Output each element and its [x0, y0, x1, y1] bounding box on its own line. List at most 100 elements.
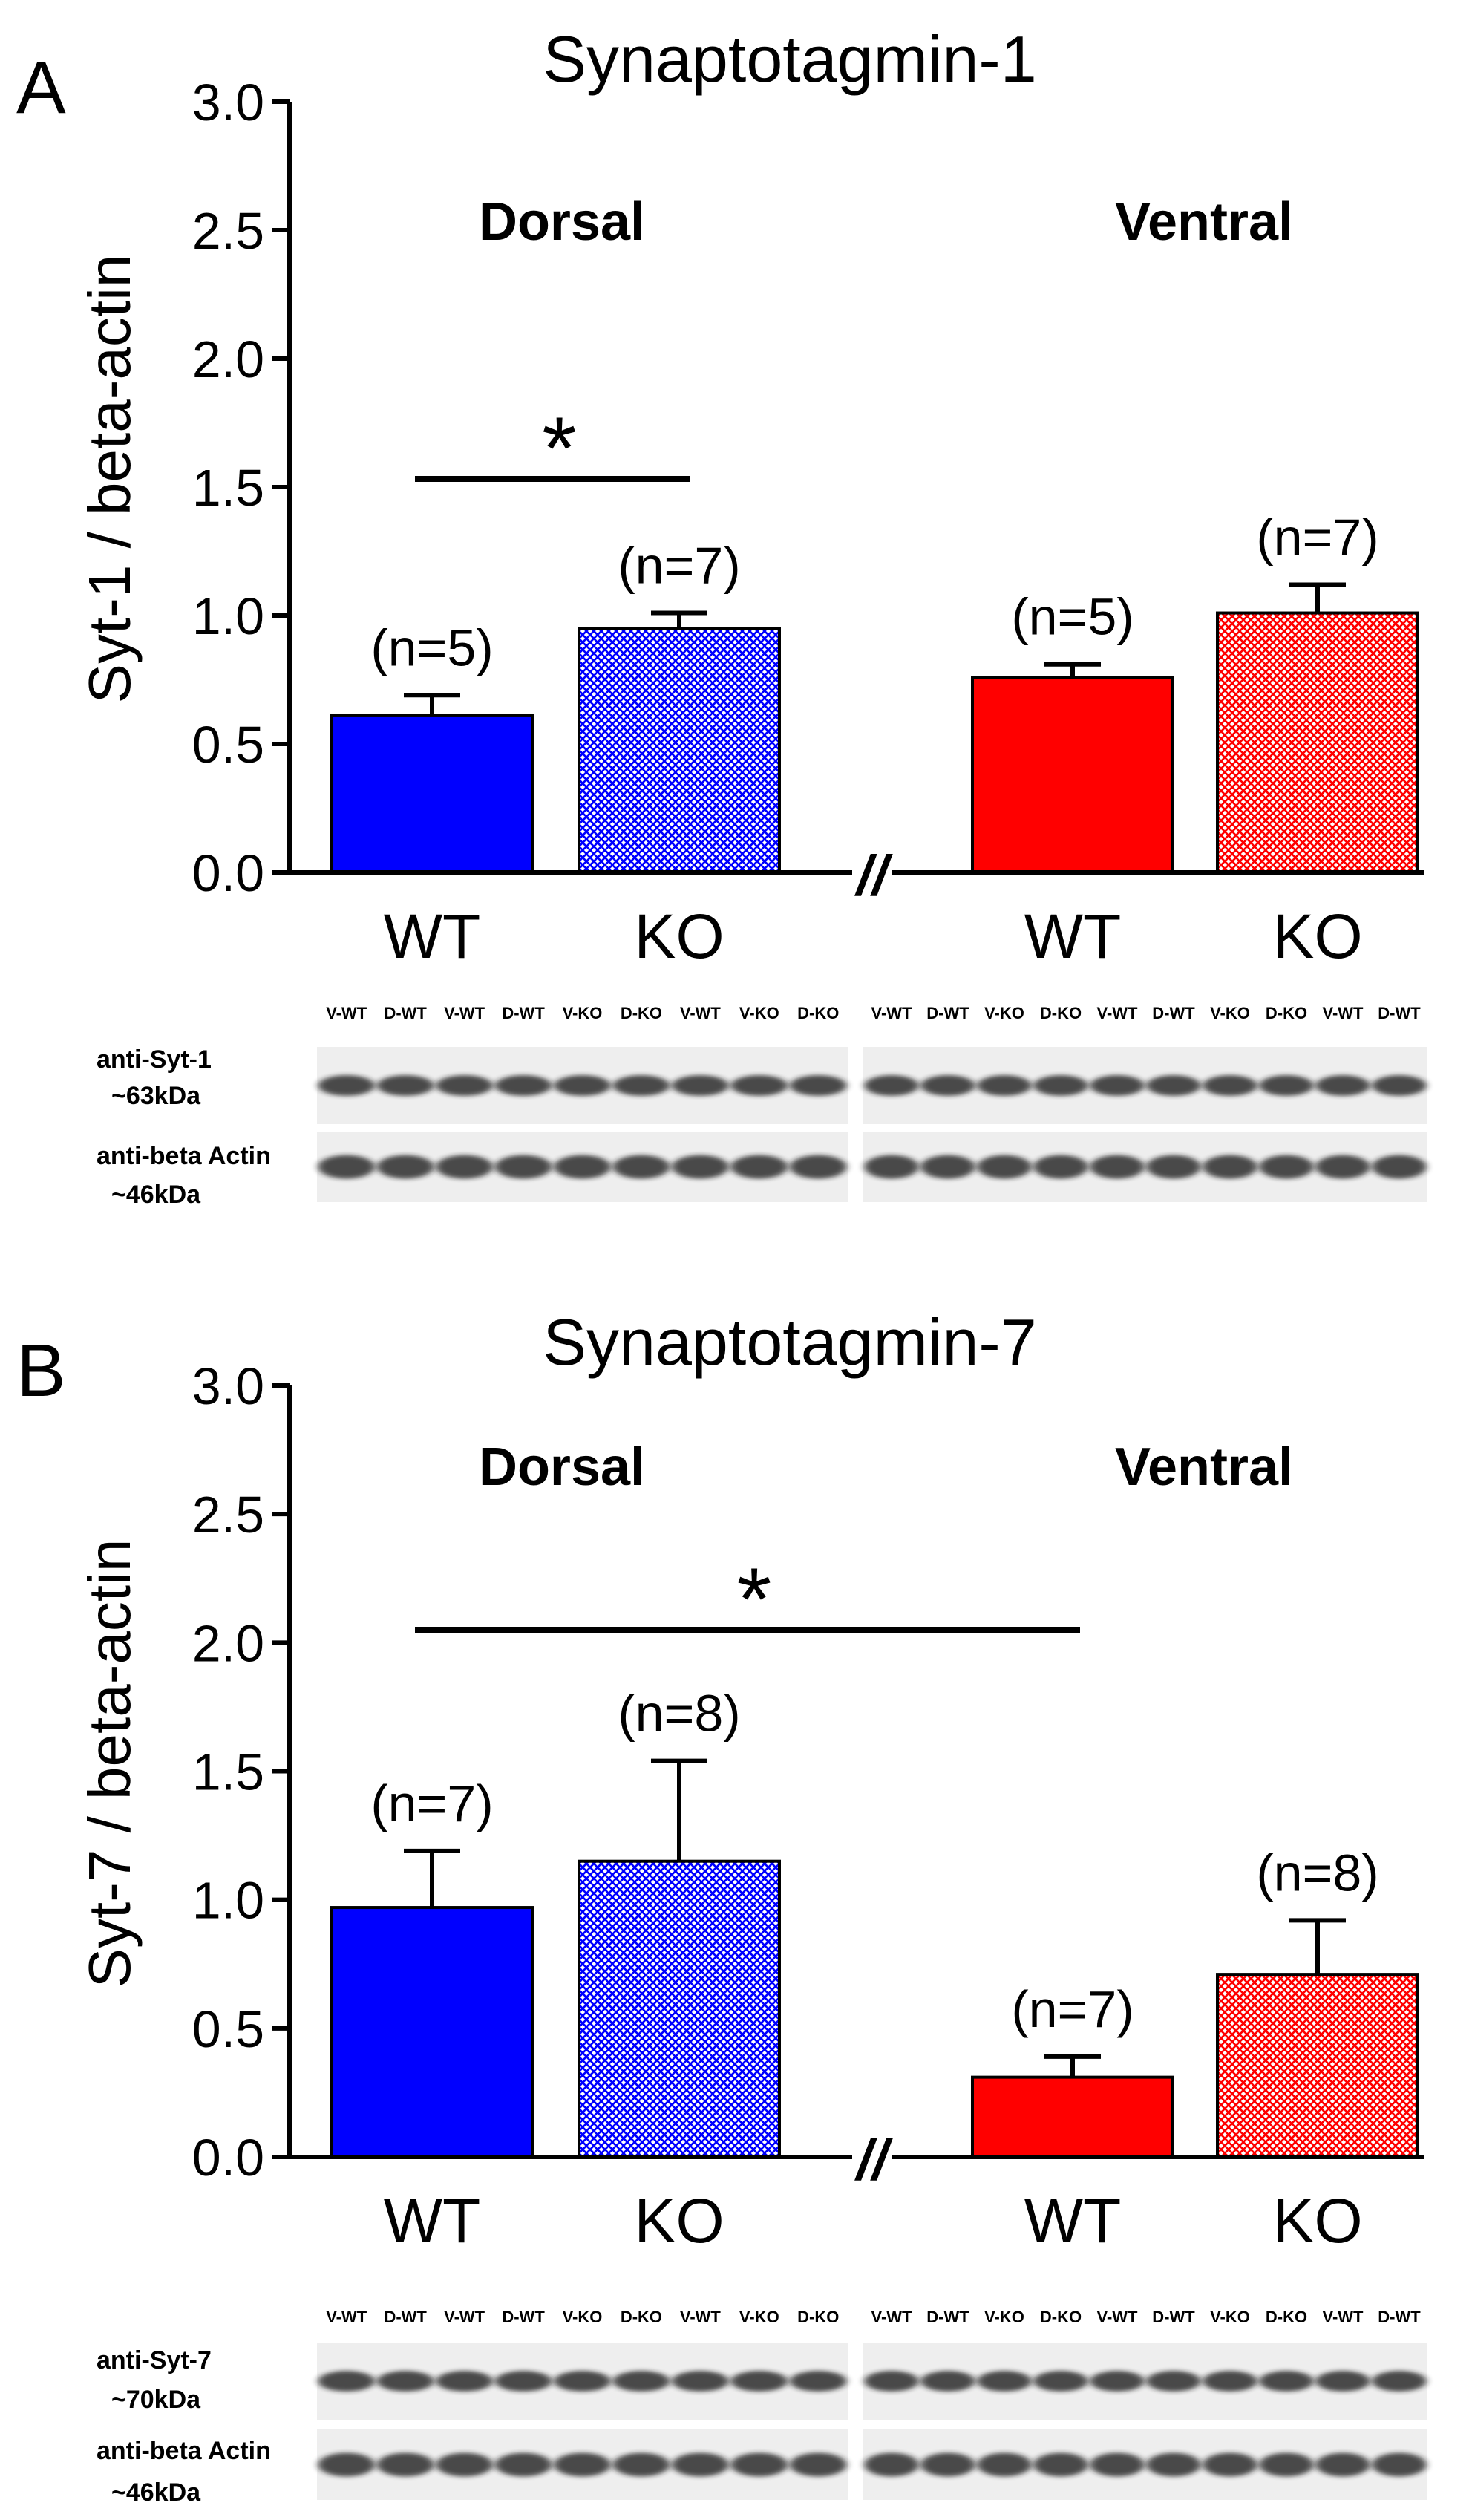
blot-band	[920, 2452, 975, 2477]
blot-band	[436, 1075, 493, 1096]
bar-ventral-wt	[971, 676, 1174, 874]
x-category-label: KO	[1272, 901, 1362, 971]
blot-band	[1315, 2452, 1370, 2477]
group-label-ventral: Ventral	[1115, 192, 1293, 252]
blot-band	[730, 2452, 788, 2477]
blot-band	[730, 1075, 788, 1096]
lane-label: D-KO	[1266, 2308, 1307, 2326]
n-label: (n=8)	[618, 1685, 740, 1743]
y-tick-label: 2.5	[192, 202, 264, 260]
lane-label: V-KO	[739, 1004, 779, 1022]
y-tick-label: 2.0	[192, 330, 264, 388]
group-label-dorsal: Dorsal	[479, 1437, 645, 1497]
n-label: (n=5)	[370, 618, 493, 676]
lane-label: V-KO	[1210, 2308, 1250, 2326]
n-label: (n=7)	[1256, 508, 1378, 566]
group-label-ventral: Ventral	[1115, 1437, 1293, 1497]
blot-band	[554, 1075, 611, 1096]
blot-band	[1372, 2371, 1427, 2392]
lane-label: D-KO	[1040, 2308, 1082, 2326]
blot-band	[1203, 2452, 1257, 2477]
lane-label: D-KO	[1266, 1004, 1307, 1022]
blot-antibody-label: anti-beta Actin	[97, 1142, 271, 1170]
lane-label: D-WT	[502, 1004, 545, 1022]
blot-band	[612, 1155, 670, 1179]
blot-band	[1203, 2371, 1257, 2392]
lane-label: V-KO	[984, 1004, 1024, 1022]
lane-label: D-WT	[1378, 1004, 1421, 1022]
blot-band	[1203, 1155, 1257, 1179]
bar-ventral-ko	[1216, 1973, 1419, 2158]
lane-label: V-WT	[680, 1004, 722, 1022]
y-tick-label: 0.0	[192, 2129, 264, 2187]
bar-dorsal-wt	[330, 714, 534, 874]
bars: (n=7) (n=8) (n=7) (n=8)	[330, 1685, 1419, 2159]
y-tick-label: 3.0	[192, 74, 264, 131]
blot-band	[612, 1075, 670, 1096]
blot-band	[436, 2371, 493, 2392]
group-label-dorsal: Dorsal	[479, 192, 645, 252]
blot-antibody-label: anti-beta Actin	[97, 2437, 271, 2465]
blot-band	[864, 2371, 919, 2392]
y-tick-label: 2.0	[192, 1614, 264, 1672]
significance-star: *	[737, 1550, 772, 1649]
blot-band	[1315, 1155, 1370, 1179]
blot-band	[1259, 1075, 1314, 1096]
bars: (n=5) (n=7) (n=5) (n=7)	[330, 508, 1419, 874]
blot-band	[1033, 1075, 1088, 1096]
western-blots: V-WT D-WT V-WT D-WT V-KO D-KO V-WT V-KO D-KO V-WT…	[97, 2308, 1427, 2507]
blot-band	[377, 2452, 434, 2477]
blot-band	[436, 1155, 493, 1179]
axis-break-mark: //	[854, 844, 893, 907]
lane-label: D-WT	[1152, 1004, 1195, 1022]
blot-antibody-label: anti-Syt-7	[97, 2346, 212, 2374]
panel-label: B	[16, 1329, 66, 1412]
n-label: (n=7)	[370, 1775, 493, 1832]
blot-band	[318, 1155, 375, 1179]
blot-band	[730, 1155, 788, 1179]
blot-band	[1259, 2452, 1314, 2477]
blot-band	[977, 1075, 1032, 1096]
blot-band	[920, 1075, 975, 1096]
significance: *	[415, 1550, 1080, 1649]
blot-band	[864, 2452, 919, 2477]
x-axis: // WT KO WT KO	[290, 844, 1424, 971]
n-label: (n=8)	[1256, 1844, 1378, 1902]
y-tick-label: 1.5	[192, 1743, 264, 1801]
lane-label: V-WT	[326, 1004, 367, 1022]
x-category-label: KO	[634, 901, 724, 971]
lane-label: D-KO	[621, 2308, 662, 2326]
x-axis: // WT KO WT KO	[290, 2129, 1424, 2256]
blot-band	[790, 1075, 847, 1096]
y-tick-label: 0.5	[192, 716, 264, 774]
blot-band	[790, 2371, 847, 2392]
lane-label: V-WT	[680, 2308, 722, 2326]
lane-label: V-WT	[444, 1004, 485, 1022]
blot-band	[1090, 1075, 1145, 1096]
blot-band	[1372, 2452, 1427, 2477]
blot-band	[1146, 1075, 1201, 1096]
x-category-label: WT	[384, 901, 481, 971]
x-category-label: WT	[1024, 901, 1122, 971]
blot-band	[1259, 1155, 1314, 1179]
axis-break-mark: //	[854, 2129, 893, 2192]
panel-label: A	[16, 46, 66, 129]
bar-dorsal-wt	[330, 1906, 534, 2158]
blot-band	[977, 1155, 1032, 1179]
significance-star: *	[542, 399, 577, 498]
bar-dorsal-ko	[578, 1859, 781, 2158]
blot-band	[1146, 2371, 1201, 2392]
blot-band	[1146, 1155, 1201, 1179]
y-tick-label: 2.5	[192, 1486, 264, 1544]
blot-band	[436, 2452, 493, 2477]
blot-band	[1090, 2371, 1145, 2392]
blot-band	[494, 2371, 552, 2392]
lane-label: V-WT	[444, 2308, 485, 2326]
western-blots: V-WT D-WT V-WT D-WT V-KO D-KO V-WT V-KO D-KO V-WT…	[97, 1004, 1427, 1209]
y-tick-label: 0.0	[192, 844, 264, 902]
blot-band	[977, 2452, 1032, 2477]
bar-ventral-wt	[971, 2075, 1174, 2159]
lane-label: V-KO	[739, 2308, 779, 2326]
blot-band	[672, 2452, 729, 2477]
